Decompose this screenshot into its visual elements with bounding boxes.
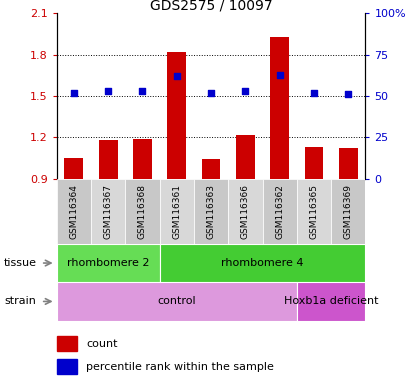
Bar — [167, 52, 186, 179]
Bar — [99, 140, 118, 179]
Bar — [57, 359, 77, 374]
Text: GSM116367: GSM116367 — [104, 184, 113, 239]
Text: GSM116368: GSM116368 — [138, 184, 147, 239]
Text: GSM116364: GSM116364 — [69, 184, 79, 239]
Bar — [202, 159, 220, 179]
Bar — [160, 244, 365, 282]
Text: strain: strain — [4, 296, 36, 306]
Bar — [64, 158, 83, 179]
Text: tissue: tissue — [4, 258, 37, 268]
Text: Hoxb1a deficient: Hoxb1a deficient — [284, 296, 378, 306]
Point — [71, 89, 77, 96]
Text: percentile rank within the sample: percentile rank within the sample — [87, 362, 274, 372]
Text: count: count — [87, 339, 118, 349]
Point — [139, 88, 146, 94]
Text: rhombomere 4: rhombomere 4 — [221, 258, 304, 268]
Text: GSM116366: GSM116366 — [241, 184, 250, 239]
Bar — [270, 37, 289, 179]
Point — [105, 88, 112, 94]
Text: GSM116362: GSM116362 — [275, 184, 284, 239]
Bar — [331, 179, 365, 244]
Bar — [228, 179, 262, 244]
Point — [345, 91, 352, 98]
Bar — [125, 179, 160, 244]
Point — [310, 89, 318, 96]
Bar — [262, 179, 297, 244]
Text: control: control — [158, 296, 196, 306]
Text: GSM116363: GSM116363 — [207, 184, 215, 239]
Text: rhombomere 2: rhombomere 2 — [67, 258, 150, 268]
Text: GSM116369: GSM116369 — [344, 184, 353, 239]
Point — [173, 73, 180, 79]
Text: GSM116361: GSM116361 — [172, 184, 181, 239]
Bar — [236, 134, 255, 179]
Bar — [194, 179, 228, 244]
Bar — [297, 282, 365, 321]
Bar — [57, 336, 77, 351]
Bar — [297, 179, 331, 244]
Bar — [91, 179, 125, 244]
Bar — [57, 282, 297, 321]
Point — [276, 71, 283, 78]
Text: GSM116365: GSM116365 — [310, 184, 318, 239]
Bar — [57, 244, 160, 282]
Bar — [304, 147, 323, 179]
Bar — [57, 179, 91, 244]
Bar — [133, 139, 152, 179]
Bar — [339, 148, 358, 179]
Bar — [160, 179, 194, 244]
Point — [242, 88, 249, 94]
Title: GDS2575 / 10097: GDS2575 / 10097 — [150, 0, 272, 12]
Point — [208, 89, 215, 96]
